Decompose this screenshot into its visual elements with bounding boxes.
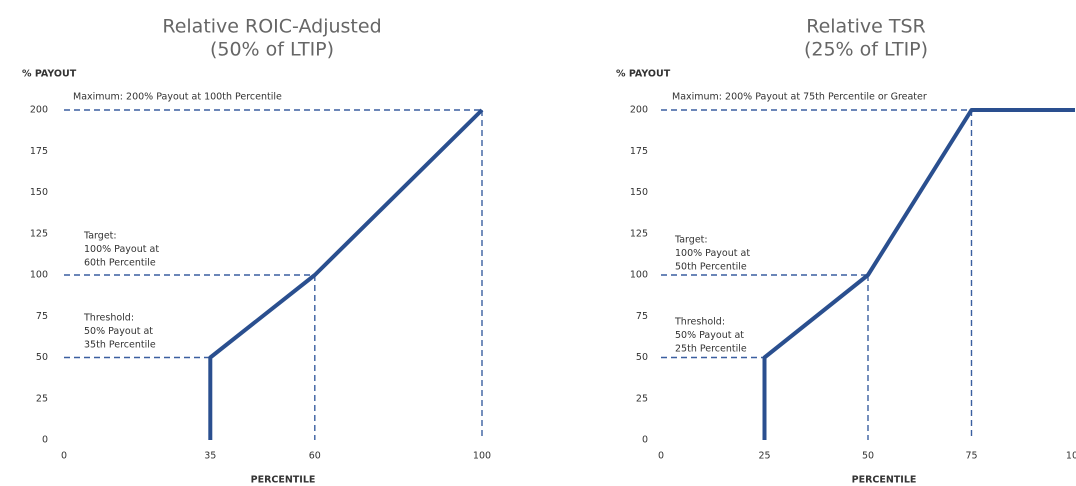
payout-line <box>762 108 1075 440</box>
x-tick-label: 75 <box>965 451 977 462</box>
x-axis-label: PERCENTILE <box>251 475 316 486</box>
annotation: 50% Payout at <box>675 330 744 341</box>
y-tick-label: 75 <box>36 311 48 322</box>
y-tick-label: 100 <box>30 270 48 281</box>
x-axis-label: PERCENTILE <box>852 475 917 486</box>
x-tick-label: 60 <box>309 451 321 462</box>
y-tick-label: 50 <box>636 352 648 363</box>
annotation: 35th Percentile <box>84 340 156 351</box>
annotation: Target: <box>674 235 708 246</box>
y-tick-label: 200 <box>30 105 48 116</box>
y-tick-label: 50 <box>36 352 48 363</box>
chart-subtitle: (25% of LTIP) <box>804 39 928 61</box>
annotation: Maximum: 200% Payout at 75th Percentile … <box>672 92 927 103</box>
x-tick-label: 0 <box>658 451 664 462</box>
y-tick-label: 25 <box>36 393 48 404</box>
annotation: Threshold: <box>674 317 725 328</box>
y-tick-label: 175 <box>30 146 48 157</box>
y-tick-label: 150 <box>630 187 648 198</box>
x-tick-label: 50 <box>862 451 874 462</box>
payout-line <box>208 108 484 440</box>
chart-title: Relative TSR <box>806 16 926 38</box>
y-tick-label: 0 <box>642 435 648 446</box>
x-tick-label: 100 <box>1066 451 1076 462</box>
y-tick-label: 200 <box>630 105 648 116</box>
y-tick-label: 150 <box>30 187 48 198</box>
annotation: 50th Percentile <box>675 262 747 273</box>
chart-title: Relative ROIC-Adjusted <box>162 16 381 38</box>
annotation: 25th Percentile <box>675 344 747 355</box>
x-tick-label: 100 <box>473 451 491 462</box>
x-tick-label: 25 <box>758 451 770 462</box>
annotation: 60th Percentile <box>84 258 156 269</box>
y-tick-label: 0 <box>42 435 48 446</box>
y-tick-label: 125 <box>630 228 648 239</box>
x-tick-label: 0 <box>61 451 67 462</box>
y-axis-label: % PAYOUT <box>616 69 671 80</box>
annotation: 100% Payout at <box>84 244 159 255</box>
annotation: Target: <box>83 231 117 242</box>
chart-subtitle: (50% of LTIP) <box>210 39 334 61</box>
annotation: Maximum: 200% Payout at 100th Percentile <box>73 92 282 103</box>
annotation: 100% Payout at <box>675 248 750 259</box>
y-tick-label: 125 <box>30 228 48 239</box>
y-axis-label: % PAYOUT <box>22 69 77 80</box>
y-tick-label: 25 <box>636 393 648 404</box>
y-tick-label: 175 <box>630 146 648 157</box>
y-tick-label: 100 <box>630 270 648 281</box>
annotation: 50% Payout at <box>84 326 153 337</box>
annotation: Threshold: <box>83 313 134 324</box>
x-tick-label: 35 <box>204 451 216 462</box>
y-tick-label: 75 <box>636 311 648 322</box>
